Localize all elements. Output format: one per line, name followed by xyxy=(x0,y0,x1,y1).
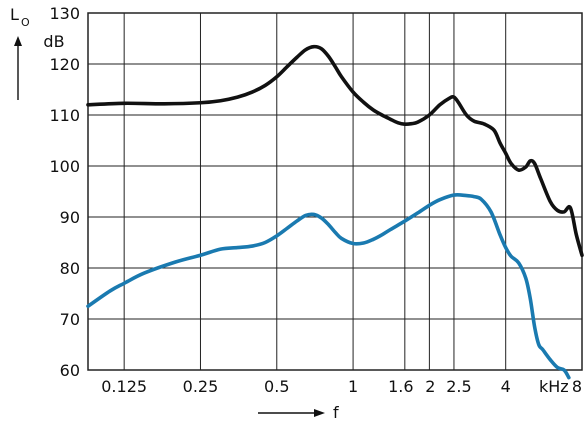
y-axis-unit: dB xyxy=(43,32,64,51)
x-axis-unit: kHz xyxy=(539,377,569,396)
y-tick-label: 90 xyxy=(60,208,80,227)
x-tick-label: 1 xyxy=(348,377,358,396)
y-tick-label: 100 xyxy=(49,157,80,176)
series-group xyxy=(86,44,584,380)
y-tick-label: 60 xyxy=(60,361,80,380)
x-axis-label: f xyxy=(333,403,339,422)
y-tick-label: 110 xyxy=(49,106,80,125)
y-axis-label: L xyxy=(10,5,19,24)
x-tick-label: 2 xyxy=(425,377,435,396)
plot-frame xyxy=(87,12,583,371)
y-tick-label: 80 xyxy=(60,259,80,278)
x-tick-label: 2.5 xyxy=(446,377,471,396)
x-tick-label: 4 xyxy=(501,377,511,396)
x-axis-arrow-icon xyxy=(258,409,325,417)
x-tick-label: 0.125 xyxy=(101,377,147,396)
y-axis-label-subscript: O xyxy=(21,16,30,29)
x-tick-label: 8 xyxy=(572,377,582,396)
y-tick-label: 120 xyxy=(49,55,80,74)
tick-labels: 60 70 80 90 100 110 120 130 0.125 0.25 0.5 1 1.6 2 2.5… xyxy=(49,4,582,396)
y-tick-label: 70 xyxy=(60,310,80,329)
series-line-black xyxy=(86,44,584,258)
series-line-blue xyxy=(86,193,571,380)
x-tick-label: 0.25 xyxy=(183,377,219,396)
x-tick-label: 0.5 xyxy=(264,377,289,396)
x-tick-label: 1.6 xyxy=(388,377,413,396)
y-axis-arrow-icon xyxy=(14,36,22,100)
y-tick-label: 130 xyxy=(49,4,80,23)
